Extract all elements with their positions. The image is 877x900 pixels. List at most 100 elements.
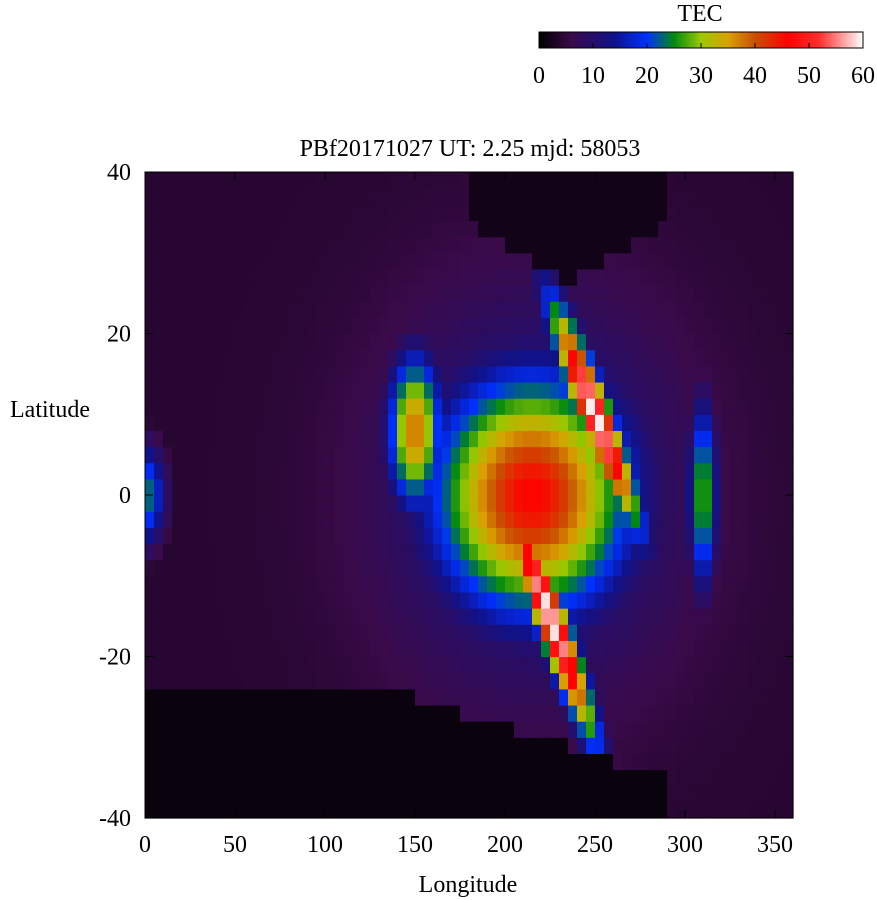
heatmap-cell (703, 317, 713, 335)
heatmap-cell (703, 333, 713, 351)
heatmap-cell (766, 624, 776, 641)
heatmap-cell (334, 236, 344, 254)
heatmap-cell (397, 285, 407, 302)
heatmap-cell (442, 624, 452, 641)
heatmap-cell (730, 446, 740, 464)
heatmap-cell (694, 737, 704, 754)
heatmap-cell (748, 559, 758, 577)
heatmap-cell (622, 478, 632, 496)
heatmap-cell (370, 204, 380, 222)
heatmap-cell (424, 446, 434, 464)
heatmap-cell (271, 688, 281, 706)
heatmap-cell (424, 495, 434, 512)
heatmap-cell (784, 349, 794, 367)
heatmap-cell (568, 398, 578, 415)
heatmap-cell (523, 462, 533, 480)
heatmap-cell (757, 608, 767, 625)
heatmap-cell (415, 317, 425, 335)
heatmap-cell (145, 398, 155, 415)
heatmap-cell (676, 640, 686, 658)
heatmap-cell (622, 365, 632, 383)
heatmap-cell (208, 737, 218, 754)
heatmap-cell (685, 268, 695, 286)
heatmap-cell (469, 430, 479, 448)
heatmap-cell (559, 591, 569, 609)
heatmap-cell (721, 753, 731, 771)
heatmap-cell (712, 672, 722, 690)
heatmap-cell (577, 656, 587, 674)
heatmap-cell (631, 575, 641, 593)
heatmap-cell (226, 511, 236, 528)
heatmap-cell (289, 495, 299, 512)
heatmap-cell (541, 236, 551, 254)
heatmap-cell (712, 462, 722, 480)
heatmap-cell (496, 478, 506, 496)
heatmap-cell (613, 220, 623, 238)
heatmap-cell (262, 285, 272, 302)
heatmap-cell (622, 172, 632, 189)
heatmap-cell (595, 188, 605, 205)
heatmap-cell (316, 640, 326, 658)
heatmap-cell (541, 608, 551, 625)
heatmap-cell (199, 333, 209, 351)
heatmap-cell (343, 737, 353, 754)
heatmap-cell (451, 285, 461, 302)
heatmap-cell (757, 785, 767, 803)
heatmap-cell (595, 446, 605, 464)
heatmap-cell (271, 591, 281, 609)
heatmap-cell (361, 608, 371, 625)
heatmap-cell (244, 365, 254, 383)
heatmap-cell (280, 624, 290, 641)
heatmap-cell (334, 414, 344, 431)
heatmap-cell (388, 301, 398, 318)
heatmap-cell (676, 495, 686, 512)
heatmap-cell (172, 704, 182, 722)
heatmap-cell (145, 527, 155, 545)
heatmap-cell (514, 769, 524, 787)
heatmap-cell (721, 172, 731, 189)
heatmap-cell (613, 559, 623, 577)
heatmap-cell (370, 801, 380, 819)
heatmap-cell (586, 640, 596, 658)
heatmap-cell (334, 543, 344, 561)
heatmap-cell (388, 446, 398, 464)
heatmap-cell (307, 301, 317, 318)
heatmap-cell (622, 188, 632, 205)
heatmap-cell (703, 381, 713, 399)
heatmap-cell (172, 624, 182, 641)
heatmap-cell (343, 285, 353, 302)
heatmap-cell (379, 204, 389, 222)
heatmap-cell (361, 721, 371, 738)
heatmap-cell (487, 656, 497, 674)
heatmap-cell (676, 268, 686, 286)
heatmap-cell (316, 301, 326, 318)
heatmap-cell (712, 721, 722, 738)
heatmap-cell (613, 188, 623, 205)
heatmap-cell (541, 333, 551, 351)
heatmap-cell (406, 591, 416, 609)
heatmap-cell (451, 172, 461, 189)
heatmap-cell (739, 414, 749, 431)
heatmap-cell (496, 624, 506, 641)
heatmap-cell (343, 527, 353, 545)
heatmap-cell (190, 527, 200, 545)
heatmap-cell (289, 204, 299, 222)
heatmap-cell (685, 672, 695, 690)
heatmap-cell (784, 721, 794, 738)
heatmap-cell (523, 672, 533, 690)
heatmap-cell (730, 172, 740, 189)
heatmap-cell (163, 252, 173, 270)
heatmap-cell (334, 737, 344, 754)
heatmap-cell (478, 301, 488, 318)
heatmap-cell (208, 801, 218, 819)
heatmap-cell (424, 753, 434, 771)
heatmap-cell (469, 688, 479, 706)
heatmap-cell (172, 333, 182, 351)
heatmap-cell (586, 381, 596, 399)
heatmap-cell (253, 559, 263, 577)
heatmap-cell (316, 349, 326, 367)
heatmap-cell (766, 672, 776, 690)
heatmap-cell (406, 624, 416, 641)
heatmap-cell (487, 737, 497, 754)
heatmap-cell (307, 721, 317, 738)
